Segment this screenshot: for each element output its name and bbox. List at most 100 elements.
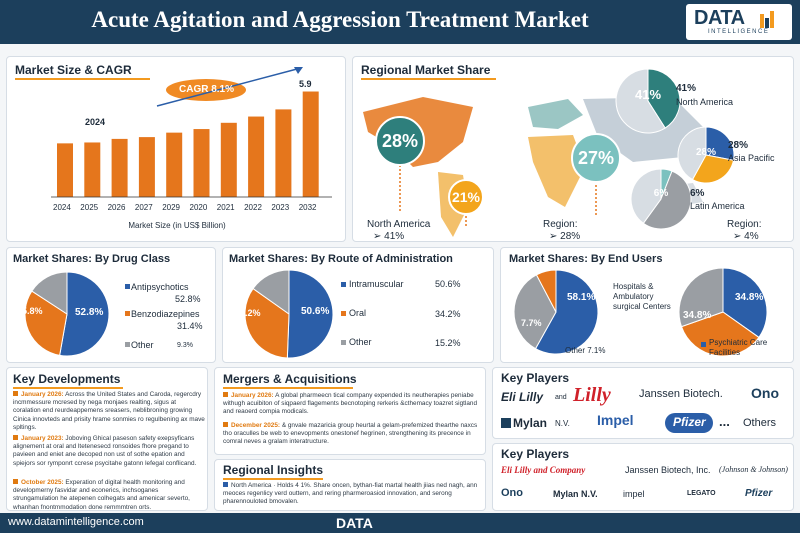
footer-logo[interactable]: DATA bbox=[336, 515, 373, 531]
legend-swatch bbox=[341, 340, 346, 345]
pie-name: Latin America bbox=[690, 201, 745, 211]
legend-value: 50.6% bbox=[435, 279, 461, 289]
legend-swatch bbox=[125, 342, 130, 347]
brand-janssen[interactable]: Janssen Biotech, Inc. bbox=[625, 465, 711, 475]
brand-pfizer[interactable]: Pfizer bbox=[673, 415, 706, 429]
bar-2020 bbox=[193, 129, 210, 197]
pie-pct: 6% bbox=[690, 188, 705, 199]
mergers-title: Mergers & Acquisitions bbox=[223, 372, 357, 386]
legend-swatch bbox=[701, 342, 706, 347]
drug-class-pie bbox=[24, 271, 110, 357]
region-stat-label: North America bbox=[367, 219, 431, 230]
bar-2029 bbox=[166, 132, 183, 197]
regional-title: Regional Market Share bbox=[361, 63, 491, 77]
pie-label: 15.8% bbox=[17, 306, 43, 316]
title-underline bbox=[223, 387, 353, 389]
item-text: Across the United States and Caroda, reg… bbox=[13, 391, 205, 431]
brand-impel[interactable]: impel bbox=[623, 489, 645, 499]
x-tick-label: 2021 bbox=[216, 203, 235, 212]
brand-ellipsis: ... bbox=[719, 414, 730, 429]
brand-pfizer[interactable]: Pfizer bbox=[745, 488, 773, 499]
bubble-asia bbox=[571, 133, 621, 183]
legend-item: Antipsychotics bbox=[131, 282, 189, 292]
last-bar-label: 5.9 bbox=[299, 79, 312, 89]
insights-title: Regional Insights bbox=[223, 463, 324, 477]
market-size-title: Market Size & CAGR bbox=[15, 63, 132, 77]
brand-and: and bbox=[555, 394, 567, 401]
brand-jnj[interactable]: (Johnson & Johnson) bbox=[719, 465, 788, 474]
drug-class-slice-1 bbox=[24, 290, 68, 356]
x-tick-label: 2025 bbox=[80, 203, 99, 212]
region-stat-value: ➢ 41% bbox=[373, 231, 405, 242]
merger-item: December 2025: & gnvale mazaricia group … bbox=[223, 422, 481, 448]
brand-logo[interactable]: DATA INTELLIGENCE bbox=[686, 4, 792, 40]
legend-value: 34.2% bbox=[435, 309, 461, 319]
brand-eli-lilly[interactable]: Eli Lilly bbox=[501, 390, 544, 404]
region-stat-value: ➢ 28% bbox=[549, 231, 581, 242]
latin-america-slice-1 bbox=[642, 170, 692, 230]
first-bar-label: 2024 bbox=[85, 117, 106, 127]
brand-ono[interactable]: Ono bbox=[751, 385, 779, 401]
route-pie bbox=[244, 269, 334, 359]
cagr-badge bbox=[166, 79, 246, 101]
development-item: October 2025: Experation of digital heal… bbox=[13, 479, 205, 511]
x-tick-label: 2022 bbox=[244, 203, 262, 212]
brand-lilly[interactable]: Lilly bbox=[573, 384, 611, 406]
players-title: Key Players bbox=[501, 371, 570, 385]
legend-item: Benzodiazepines bbox=[131, 309, 200, 319]
end-users-2-slice-1 bbox=[680, 311, 760, 357]
end-users-2-slice-0 bbox=[722, 267, 768, 339]
bubble-latin-america bbox=[448, 179, 484, 215]
pie-label: 58.1% bbox=[567, 292, 596, 303]
legend-swatch bbox=[125, 284, 130, 289]
brand-ono[interactable]: Ono bbox=[501, 487, 523, 499]
item-date: January 2026: bbox=[21, 391, 64, 398]
item-date: January 2023: bbox=[21, 435, 64, 442]
pie-label: 52.8% bbox=[75, 307, 104, 318]
end-users-2-slice-2 bbox=[678, 267, 724, 328]
brand-janssen[interactable]: Janssen Biotech. bbox=[639, 388, 723, 400]
arrow-head-icon bbox=[294, 67, 303, 74]
asia-pacific-slice-2 bbox=[677, 126, 707, 181]
pie-label: 34.8% bbox=[735, 292, 764, 303]
brand-nv: N.V. bbox=[555, 419, 570, 428]
map-europe bbox=[528, 99, 583, 129]
route-slice-2 bbox=[252, 269, 290, 315]
bar-2026 bbox=[111, 138, 128, 197]
bullet-icon bbox=[13, 435, 18, 440]
pie-label: 50.6% bbox=[301, 306, 330, 317]
mylan-icon bbox=[501, 418, 511, 428]
brand-impel[interactable]: Impel bbox=[597, 412, 634, 428]
developments-title: Key Developments bbox=[13, 372, 121, 386]
brand-others: Others bbox=[743, 417, 777, 429]
title-underline bbox=[15, 78, 150, 80]
x-tick-label: 2029 bbox=[162, 203, 180, 212]
players-panel-2: Key Players Eli Lilly and Company Jansse… bbox=[492, 443, 794, 511]
pie-name: North America bbox=[676, 97, 734, 107]
legend-swatch bbox=[341, 311, 346, 316]
item-text: A global pharmeecn tical company expende… bbox=[223, 392, 477, 416]
development-item: January 2026: Across the United States a… bbox=[13, 391, 205, 433]
footer-url[interactable]: www.datamintelligence.com bbox=[8, 516, 144, 528]
end-users-panel: Market Shares: By End Users 58.1% 7.7% 3… bbox=[500, 247, 794, 363]
footer-bar: www.datamintelligence.com DATA bbox=[0, 513, 800, 533]
brand-mylan[interactable]: Mylan N.V. bbox=[553, 489, 598, 499]
asia-pacific-slice-1 bbox=[691, 154, 735, 184]
item-date: October 2025: bbox=[21, 479, 64, 486]
bar-2022 bbox=[248, 116, 265, 197]
pie-pct: 41% bbox=[676, 83, 697, 94]
bullet-icon bbox=[13, 391, 18, 396]
end-users-pies bbox=[513, 267, 768, 357]
legend-value: 31.4% bbox=[177, 321, 203, 331]
brand-legato[interactable]: LEGATO bbox=[687, 490, 716, 497]
region-stat-label: Region: bbox=[727, 219, 762, 230]
drug-class-panel: Market Shares: By Drug Class 15.8% 52.8%… bbox=[6, 247, 216, 363]
brand-mylan[interactable]: Mylan bbox=[513, 416, 548, 430]
bubble-value: 28% bbox=[381, 131, 419, 151]
legend-item: Oral bbox=[349, 308, 367, 318]
brand-eli-lilly-company[interactable]: Eli Lilly and Company bbox=[501, 465, 586, 475]
mergers-panel: Mergers & Acquisitions January 2026: A g… bbox=[214, 367, 486, 455]
item-date: December 2025: bbox=[231, 422, 281, 429]
pie-center: 41% bbox=[634, 87, 662, 102]
item-text: Experation of digital health monitoring … bbox=[13, 479, 190, 511]
